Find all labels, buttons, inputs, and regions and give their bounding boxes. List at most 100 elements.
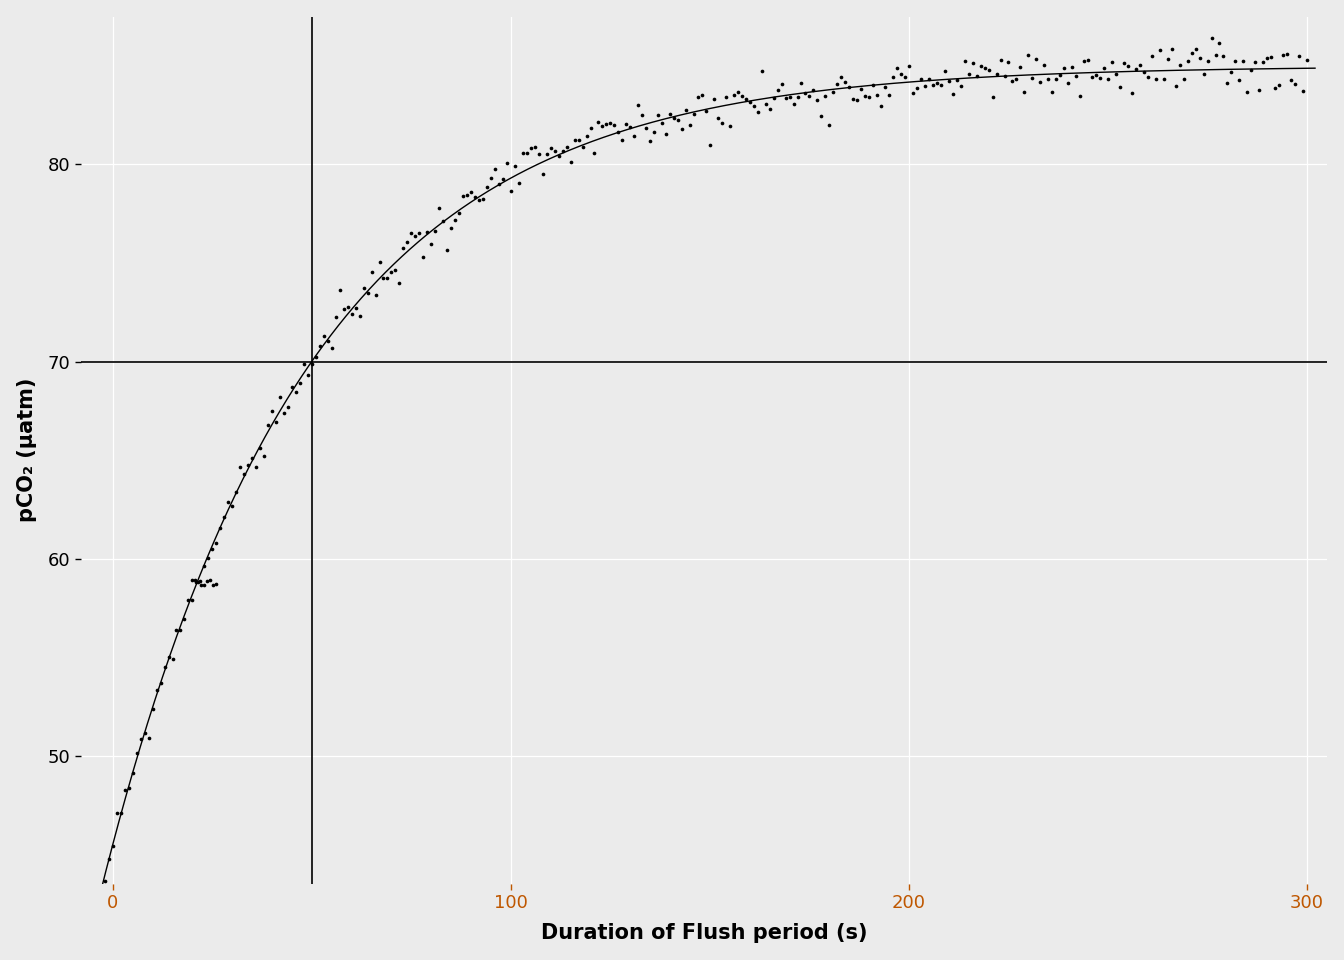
- Point: [301, 356, 323, 372]
- Point: [1017, 47, 1039, 62]
- Point: [802, 82, 824, 97]
- Point: [165, 622, 187, 637]
- Point: [1149, 42, 1171, 58]
- Point: [126, 745, 148, 760]
- Point: [747, 105, 769, 120]
- Point: [1196, 54, 1218, 69]
- Point: [835, 74, 856, 89]
- Point: [843, 91, 864, 107]
- Point: [199, 572, 220, 588]
- Point: [484, 161, 505, 177]
- Point: [1005, 71, 1027, 86]
- Point: [851, 81, 872, 96]
- Point: [161, 652, 183, 667]
- Point: [794, 85, 816, 101]
- Point: [480, 171, 501, 186]
- Point: [910, 71, 931, 86]
- Point: [472, 191, 493, 206]
- Point: [711, 115, 732, 131]
- Point: [1193, 66, 1215, 82]
- Point: [118, 780, 140, 795]
- Point: [1025, 52, 1047, 67]
- Point: [333, 301, 355, 317]
- Point: [376, 270, 398, 285]
- Point: [583, 145, 605, 160]
- Point: [1113, 56, 1134, 71]
- Point: [1058, 75, 1079, 90]
- Point: [1157, 52, 1179, 67]
- Point: [556, 139, 578, 155]
- Point: [930, 77, 952, 92]
- Point: [134, 726, 156, 741]
- Point: [461, 184, 482, 200]
- Point: [871, 98, 892, 113]
- Point: [914, 78, 935, 93]
- Point: [425, 224, 446, 239]
- Point: [321, 341, 343, 356]
- Point: [130, 732, 152, 747]
- Point: [476, 180, 497, 195]
- Point: [731, 88, 753, 104]
- Point: [508, 176, 530, 191]
- Point: [774, 90, 796, 106]
- Point: [1009, 60, 1031, 75]
- Point: [882, 69, 903, 84]
- Point: [1078, 52, 1099, 67]
- Point: [982, 89, 1004, 105]
- Point: [926, 76, 948, 91]
- Point: [1129, 57, 1150, 72]
- Point: [102, 838, 124, 853]
- Point: [790, 75, 812, 90]
- Point: [707, 110, 728, 126]
- Point: [1093, 60, 1114, 76]
- Point: [1066, 68, 1087, 84]
- Point: [855, 88, 876, 104]
- Point: [364, 287, 386, 302]
- Point: [94, 873, 116, 888]
- Point: [337, 300, 359, 315]
- Point: [571, 139, 593, 155]
- Point: [1224, 53, 1246, 68]
- Point: [1021, 70, 1043, 85]
- Point: [970, 59, 992, 74]
- Point: [1086, 67, 1107, 83]
- Point: [289, 375, 310, 391]
- Point: [401, 225, 422, 240]
- Point: [409, 226, 430, 241]
- Point: [173, 612, 195, 627]
- Point: [620, 119, 641, 134]
- Point: [524, 140, 546, 156]
- Point: [492, 171, 513, 186]
- Point: [875, 79, 896, 94]
- Point: [1153, 71, 1175, 86]
- Point: [798, 88, 820, 104]
- Point: [675, 102, 696, 117]
- Point: [1185, 41, 1207, 57]
- Point: [146, 682, 168, 697]
- Point: [188, 574, 210, 589]
- Point: [536, 147, 558, 162]
- Point: [1173, 71, 1195, 86]
- Point: [1050, 67, 1071, 83]
- Point: [1169, 57, 1191, 72]
- Point: [500, 183, 521, 199]
- Point: [743, 98, 765, 113]
- Point: [978, 62, 1000, 78]
- Point: [1253, 55, 1274, 70]
- Point: [735, 91, 757, 107]
- Point: [261, 403, 282, 419]
- Point: [962, 55, 984, 70]
- Point: [356, 285, 378, 300]
- Point: [1289, 49, 1310, 64]
- Point: [603, 117, 625, 132]
- Point: [1161, 41, 1183, 57]
- Point: [934, 63, 956, 79]
- Point: [210, 520, 231, 536]
- Point: [1277, 47, 1298, 62]
- Point: [818, 117, 840, 132]
- Point: [246, 459, 267, 474]
- Point: [683, 107, 704, 122]
- Point: [257, 417, 278, 432]
- Point: [504, 158, 526, 174]
- Point: [297, 367, 319, 382]
